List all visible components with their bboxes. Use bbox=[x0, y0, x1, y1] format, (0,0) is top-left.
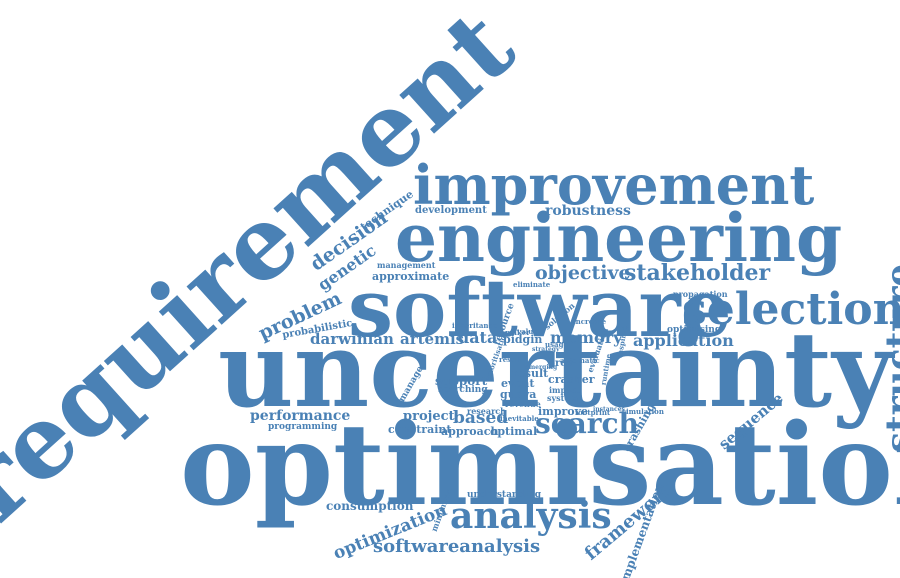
word-result2: result bbox=[499, 355, 523, 364]
word-increase: increase bbox=[573, 317, 607, 326]
word-emerging: emerging bbox=[525, 364, 558, 371]
word-maker: maker bbox=[505, 328, 530, 337]
word-project: project bbox=[403, 409, 455, 424]
word-programming: programming bbox=[268, 422, 338, 432]
word-analysis: analysis bbox=[450, 495, 612, 537]
word-propagation: propagation bbox=[673, 289, 728, 299]
word-performance: performance bbox=[250, 408, 351, 424]
word-result: result bbox=[512, 367, 549, 380]
word-objective: objective bbox=[535, 262, 631, 284]
word-artemis: artemis bbox=[400, 330, 465, 348]
word-crasher: crasher bbox=[548, 373, 595, 386]
word-value: value bbox=[517, 327, 538, 336]
word-optimisation: optimisation bbox=[180, 400, 900, 531]
word-footprint: footprint bbox=[575, 408, 611, 417]
word-data: data bbox=[458, 328, 498, 347]
word-constraint: constraint bbox=[388, 423, 452, 436]
word-memory: memory bbox=[550, 328, 623, 347]
word-understanding: understanding bbox=[467, 490, 541, 500]
word-consumption: consumption bbox=[326, 499, 414, 513]
word-instances: instances bbox=[593, 406, 625, 413]
word-prov: prov bbox=[548, 358, 573, 369]
word-event: event bbox=[501, 377, 535, 390]
word-softwareanalysis: softwareanalysis bbox=[373, 536, 541, 557]
word-strategy: strategy bbox=[532, 346, 560, 353]
word-management: management bbox=[377, 260, 436, 270]
word-application: application bbox=[633, 331, 734, 350]
word-guava: guava bbox=[500, 388, 537, 401]
word-robustness: robustness bbox=[545, 203, 631, 219]
word-based: based bbox=[453, 408, 509, 428]
word-searching: searching bbox=[438, 385, 488, 395]
word-approximate: approximate bbox=[372, 270, 450, 283]
word-impact: impact bbox=[549, 385, 580, 395]
word-selection: selection bbox=[682, 284, 900, 335]
word-improve: improve bbox=[538, 405, 589, 418]
word-simulation: simulation bbox=[622, 407, 664, 416]
word-darwinian: darwinian bbox=[310, 330, 394, 348]
word-eliminate: eliminate bbox=[513, 280, 551, 289]
word-support: support bbox=[435, 374, 488, 388]
word-engineering: engineering bbox=[395, 199, 843, 277]
word-stakeholder: stakeholder bbox=[624, 260, 771, 286]
word-search: search bbox=[535, 407, 639, 440]
word-research: research bbox=[467, 406, 506, 416]
word-usage: usage bbox=[545, 340, 568, 349]
word-development: development bbox=[415, 205, 487, 216]
word-automatic: automatic bbox=[560, 356, 600, 365]
word-system: system bbox=[547, 393, 578, 403]
word-pidgin: pidgin bbox=[503, 333, 543, 346]
word-software: software bbox=[348, 261, 732, 355]
word-inheritance: inheritance bbox=[452, 321, 498, 330]
word-uncertainty: uncertainty bbox=[218, 308, 893, 431]
word-improvement: improvement bbox=[413, 153, 815, 217]
word-optimal: optimal bbox=[490, 425, 538, 438]
word-revenue: revenue bbox=[505, 399, 541, 409]
word-optimising: optimising bbox=[667, 325, 722, 335]
word-inevitable: inevitable bbox=[500, 414, 539, 423]
word-approach: approach bbox=[441, 425, 499, 438]
word-structure: structure bbox=[878, 263, 900, 453]
